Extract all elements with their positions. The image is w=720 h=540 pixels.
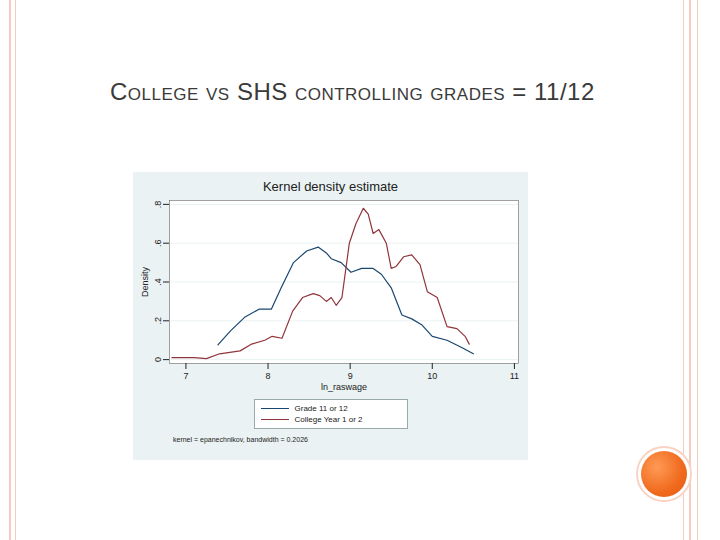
svg-text:.4: .4 xyxy=(153,278,163,286)
svg-text:.6: .6 xyxy=(153,239,163,247)
svg-text:ln_raswage: ln_raswage xyxy=(321,382,367,392)
svg-text:.2: .2 xyxy=(153,317,163,325)
html-text:College Year 1 or 2: College Year 1 or 2 xyxy=(294,415,363,424)
svg-text:.8: .8 xyxy=(153,201,163,209)
svg-text:7: 7 xyxy=(183,371,188,381)
svg-text:11: 11 xyxy=(510,371,519,381)
html-text:Grade 11 or 12: Grade 11 or 12 xyxy=(294,404,348,413)
svg-text:8: 8 xyxy=(266,371,271,381)
svg-text:0: 0 xyxy=(153,357,163,362)
html-text:kernel = epanechnikov, bandwid: kernel = epanechnikov, bandwidth = 0.202… xyxy=(173,436,308,443)
svg-text:9: 9 xyxy=(348,371,353,381)
svg-text:Density: Density xyxy=(140,266,150,297)
html-text:Kernel density estimate: Kernel density estimate xyxy=(262,179,399,194)
html-text:College vs SHS controlling gra: College vs SHS controlling grades = 11/1… xyxy=(110,78,595,105)
svg-text:10: 10 xyxy=(427,371,437,381)
